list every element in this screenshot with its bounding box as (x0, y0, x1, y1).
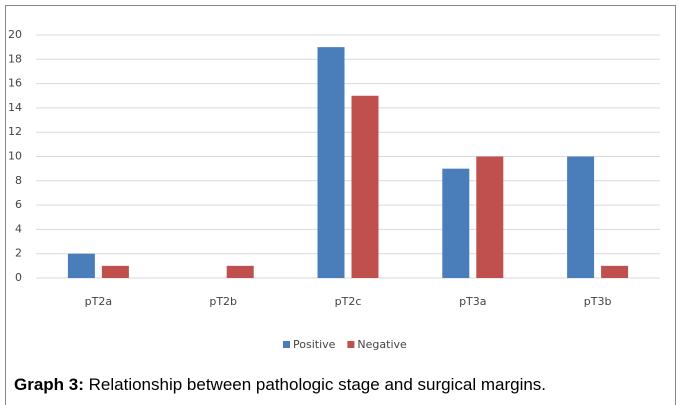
y-tick-label: 2 (15, 247, 22, 260)
legend-label: Negative (357, 338, 407, 351)
y-tick-label: 4 (15, 222, 22, 235)
y-tick-label: 12 (8, 125, 22, 138)
y-tick-label: 6 (15, 198, 22, 211)
bar (101, 265, 129, 278)
x-tick-label: pT3b (584, 295, 612, 308)
legend-swatch (283, 341, 290, 348)
bar (567, 156, 595, 278)
bar (226, 265, 254, 278)
y-tick-label: 20 (8, 28, 22, 41)
y-tick-label: 0 (15, 271, 22, 284)
caption: Graph 3: Relationship between pathologic… (14, 375, 546, 394)
x-tick-label: pT2b (209, 295, 237, 308)
chart-border (5, 5, 676, 405)
caption-text: Relationship between pathologic stage an… (84, 375, 546, 394)
y-tick-label: 10 (8, 150, 22, 163)
bar (442, 168, 470, 278)
y-tick-label: 16 (8, 77, 22, 90)
legend-label: Positive (293, 338, 336, 351)
bar (317, 47, 345, 279)
x-tick-label: pT3a (459, 295, 486, 308)
y-tick-label: 18 (8, 52, 22, 65)
caption-label: Graph 3: (14, 375, 84, 394)
legend-swatch (347, 341, 355, 348)
y-tick-label: 14 (8, 101, 22, 114)
x-tick-label: pT2c (335, 295, 362, 308)
bar (351, 95, 379, 278)
y-tick-label: 8 (15, 174, 22, 187)
bar (476, 156, 504, 278)
bar (601, 265, 629, 278)
bar (67, 253, 95, 278)
x-tick-label: pT2a (85, 295, 112, 308)
